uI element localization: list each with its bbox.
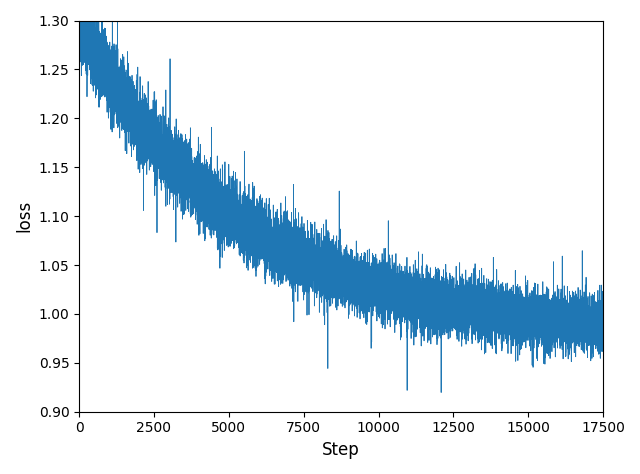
X-axis label: Step: Step xyxy=(322,441,360,459)
Y-axis label: loss: loss xyxy=(15,200,33,232)
